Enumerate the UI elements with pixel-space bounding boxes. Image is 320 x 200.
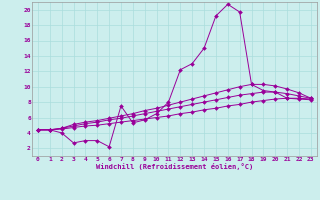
X-axis label: Windchill (Refroidissement éolien,°C): Windchill (Refroidissement éolien,°C) (96, 164, 253, 170)
